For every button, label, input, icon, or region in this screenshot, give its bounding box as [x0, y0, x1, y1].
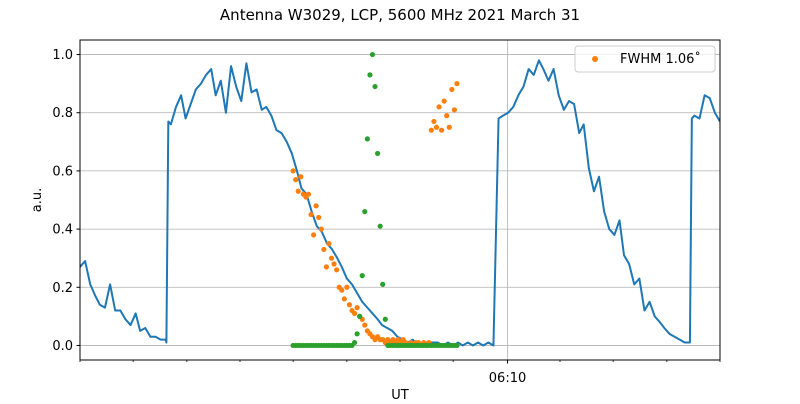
- y-tick-label: 0.2: [52, 281, 73, 296]
- data-point-orange: [311, 232, 317, 238]
- data-point-orange: [444, 113, 450, 119]
- data-point-green: [367, 72, 373, 78]
- data-point-orange: [433, 124, 440, 130]
- data-point-orange: [341, 296, 347, 302]
- data-point-green: [359, 273, 365, 279]
- data-point-orange: [441, 98, 447, 104]
- data-point-green: [362, 209, 368, 215]
- data-point-green: [375, 150, 381, 157]
- data-point-orange: [313, 203, 319, 209]
- data-point-orange: [326, 241, 332, 247]
- data-point-green: [364, 136, 370, 142]
- data-point-orange: [431, 118, 437, 125]
- x-axis: 06:10: [79, 360, 721, 386]
- data-point-orange: [339, 287, 345, 293]
- legend-label: FWHM 1.06˚: [620, 51, 701, 67]
- data-point-orange: [290, 168, 296, 174]
- data-point-green: [382, 316, 388, 322]
- data-point-orange: [318, 226, 324, 232]
- data-point-orange: [293, 177, 299, 183]
- series-line-blue: [80, 59, 720, 347]
- data-point-green: [369, 51, 376, 58]
- y-tick-label: 0.0: [52, 339, 73, 354]
- y-tick-label: 0.6: [52, 164, 73, 179]
- data-point-orange: [298, 174, 304, 180]
- data-point-orange: [362, 322, 368, 328]
- data-point-orange: [346, 302, 353, 308]
- data-point-orange: [321, 246, 327, 253]
- x-tick-label: 06:10: [489, 371, 526, 386]
- y-tick-label: 1.0: [52, 48, 73, 63]
- data-point-green: [357, 313, 363, 319]
- data-point-orange: [328, 255, 335, 261]
- data-point-green: [377, 223, 383, 229]
- data-point-green: [380, 281, 386, 287]
- data-point-orange: [316, 214, 322, 221]
- data-point-orange: [454, 81, 460, 87]
- data-point-green: [372, 83, 378, 90]
- data-point-orange: [439, 127, 445, 133]
- data-point-green: [351, 339, 358, 346]
- data-point-orange: [436, 104, 442, 110]
- data-point-orange: [305, 191, 312, 197]
- data-point-orange: [351, 310, 358, 317]
- plot-area: [80, 51, 720, 349]
- chart-title: Antenna W3029, LCP, 5600 MHz 2021 March …: [220, 6, 580, 24]
- y-axis-label: a.u.: [30, 188, 45, 212]
- data-point-green: [454, 342, 460, 349]
- data-point-orange: [308, 211, 314, 218]
- data-point-orange: [449, 86, 455, 93]
- y-axis: 0.0 0.2 0.4 0.6 0.8 1.0: [52, 48, 80, 354]
- data-point-orange: [331, 261, 337, 267]
- data-point-orange: [428, 127, 434, 133]
- legend-box: [574, 45, 716, 73]
- x-axis-label: UT: [391, 388, 409, 400]
- y-tick-label: 0.4: [52, 223, 73, 238]
- data-point-orange: [323, 264, 329, 270]
- legend: FWHM 1.06˚: [574, 45, 716, 73]
- data-point-orange: [446, 124, 452, 130]
- data-point-orange: [451, 107, 457, 113]
- data-point-orange: [295, 188, 301, 194]
- data-point-green: [354, 331, 360, 337]
- legend-marker-orange: [592, 56, 598, 62]
- data-point-orange: [334, 267, 340, 273]
- y-tick-label: 0.8: [52, 106, 73, 121]
- data-point-orange: [354, 305, 360, 311]
- data-point-orange: [344, 284, 350, 290]
